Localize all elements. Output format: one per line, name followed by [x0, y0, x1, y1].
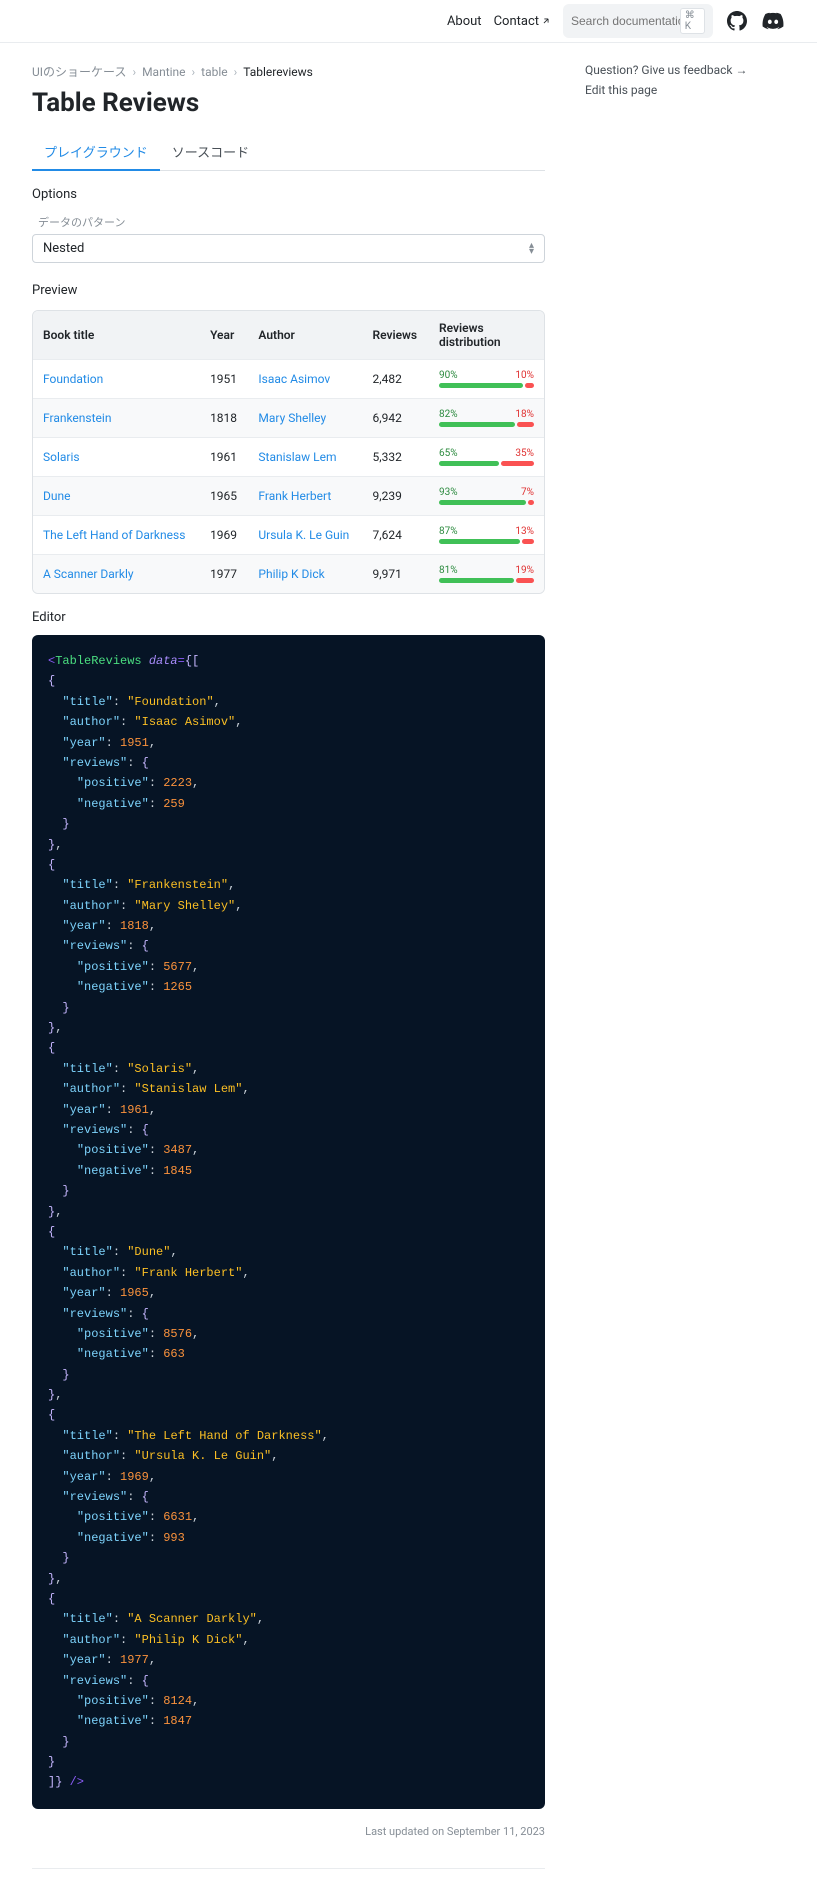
reviews-count: 9,971 — [362, 555, 429, 594]
author-link[interactable]: Isaac Asimov — [258, 372, 330, 386]
discord-icon[interactable] — [761, 9, 785, 33]
breadcrumb-current: Tablereviews — [243, 65, 313, 79]
reviews-distribution: 81%19% — [429, 555, 544, 594]
code-editor[interactable]: <TableReviews data={[ { "title": "Founda… — [32, 635, 545, 1809]
book-year: 1969 — [200, 516, 248, 555]
table-row: Solaris 1961 Stanislaw Lem 5,332 65%35% — [33, 438, 544, 477]
reviews-count: 6,942 — [362, 399, 429, 438]
right-sidebar: Question? Give us feedback → Edit this p… — [585, 63, 785, 1869]
table-header: Reviews — [362, 311, 429, 360]
reviews-distribution: 93%7% — [429, 477, 544, 516]
reviews-count: 9,239 — [362, 477, 429, 516]
author-link[interactable]: Mary Shelley — [258, 411, 326, 425]
table-row: Foundation 1951 Isaac Asimov 2,482 90%10… — [33, 360, 544, 399]
preview-label: Preview — [32, 283, 545, 298]
book-title-link[interactable]: Foundation — [43, 372, 103, 386]
chevron-right-icon: › — [192, 65, 196, 79]
author-link[interactable]: Frank Herbert — [258, 489, 331, 503]
book-title-link[interactable]: Dune — [43, 489, 70, 503]
table-header: Author — [248, 311, 362, 360]
table-row: A Scanner Darkly 1977 Philip K Dick 9,97… — [33, 555, 544, 594]
nav-about[interactable]: About — [447, 14, 482, 29]
book-year: 1965 — [200, 477, 248, 516]
edit-page-link[interactable]: Edit this page — [585, 83, 785, 97]
author-link[interactable]: Stanislaw Lem — [258, 450, 336, 464]
reviews-distribution: 65%35% — [429, 438, 544, 477]
breadcrumb-item[interactable]: UIのショーケース — [32, 63, 126, 80]
author-link[interactable]: Ursula K. Le Guin — [258, 528, 349, 542]
reviews-distribution: 87%13% — [429, 516, 544, 555]
footer-updated: Last updated on September 11, 2023 — [32, 1809, 545, 1869]
author-link[interactable]: Philip K Dick — [258, 567, 324, 581]
github-icon[interactable] — [725, 9, 749, 33]
table-row: Dune 1965 Frank Herbert 9,239 93%7% — [33, 477, 544, 516]
book-title-link[interactable]: Solaris — [43, 450, 80, 464]
chevron-right-icon: › — [132, 65, 136, 79]
chevron-right-icon: › — [234, 65, 238, 79]
search-field[interactable] — [571, 14, 680, 28]
book-title-link[interactable]: The Left Hand of Darkness — [43, 528, 185, 542]
select-value: Nested — [43, 241, 84, 256]
topbar: About Contact ⌘ K — [0, 0, 817, 43]
table-row: Frankenstein 1818 Mary Shelley 6,942 82%… — [33, 399, 544, 438]
book-title-link[interactable]: Frankenstein — [43, 411, 111, 425]
book-year: 1961 — [200, 438, 248, 477]
reviews-distribution: 90%10% — [429, 360, 544, 399]
data-pattern-label: データのパターン — [38, 214, 545, 230]
book-year: 1977 — [200, 555, 248, 594]
reviews-count: 7,624 — [362, 516, 429, 555]
breadcrumb: UIのショーケース › Mantine › table › Tablerevie… — [32, 63, 545, 80]
tab-source[interactable]: ソースコード — [160, 134, 261, 170]
tabs: プレイグラウンド ソースコード — [32, 134, 545, 171]
editor-label: Editor — [32, 610, 545, 625]
book-title-link[interactable]: A Scanner Darkly — [43, 567, 134, 581]
data-pattern-select[interactable]: Nested ▴▾ — [32, 234, 545, 263]
reviews-table: Book titleYearAuthorReviewsReviews distr… — [32, 310, 545, 594]
table-row: The Left Hand of Darkness 1969 Ursula K.… — [33, 516, 544, 555]
reviews-distribution: 82%18% — [429, 399, 544, 438]
options-label: Options — [32, 187, 545, 202]
table-header: Reviews distribution — [429, 311, 544, 360]
main-content: UIのショーケース › Mantine › table › Tablerevie… — [32, 63, 545, 1869]
breadcrumb-item[interactable]: Mantine — [142, 65, 185, 79]
table-header: Book title — [33, 311, 200, 360]
breadcrumb-item[interactable]: table — [201, 65, 227, 79]
tab-playground[interactable]: プレイグラウンド — [32, 134, 160, 171]
select-arrows-icon: ▴▾ — [529, 243, 534, 255]
table-header: Year — [200, 311, 248, 360]
reviews-count: 2,482 — [362, 360, 429, 399]
search-kbd: ⌘ K — [680, 8, 705, 34]
book-year: 1818 — [200, 399, 248, 438]
reviews-count: 5,332 — [362, 438, 429, 477]
book-year: 1951 — [200, 360, 248, 399]
nav-contact[interactable]: Contact — [494, 14, 551, 29]
search-input[interactable]: ⌘ K — [563, 4, 713, 38]
feedback-link[interactable]: Question? Give us feedback → — [585, 63, 785, 77]
external-link-icon — [541, 16, 551, 26]
page-title: Table Reviews — [32, 88, 545, 118]
